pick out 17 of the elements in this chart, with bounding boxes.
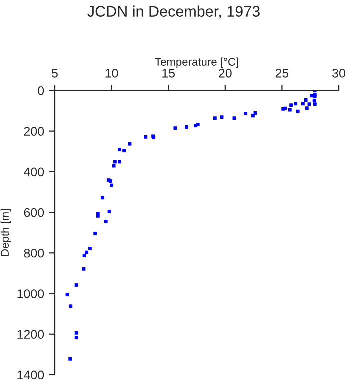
y-tick-label: 400 — [24, 168, 44, 177]
y-tick-label: 1200 — [18, 330, 44, 340]
x-tick-label: 20 — [219, 68, 232, 78]
x-tick-label: 30 — [332, 68, 346, 78]
y-tick-label: 600 — [24, 208, 44, 218]
x-axis-title: Temperature [°C] — [155, 58, 238, 68]
y-axis-title: Depth [m] — [0, 210, 12, 256]
y-tick-label: 800 — [24, 248, 44, 258]
y-tick-label: 1400 — [18, 370, 44, 380]
x-tick-label: 15 — [162, 69, 176, 78]
y-tick-label: 1000 — [18, 290, 44, 298]
y-tick-label: 200 — [24, 127, 44, 136]
chart-title: JCDN in December, 1973 — [88, 6, 260, 19]
x-tick-label: 25 — [276, 68, 289, 78]
x-tick-label: 5 — [52, 69, 58, 78]
y-tick-label: 0 — [38, 86, 44, 96]
x-tick-label: 10 — [106, 68, 118, 78]
